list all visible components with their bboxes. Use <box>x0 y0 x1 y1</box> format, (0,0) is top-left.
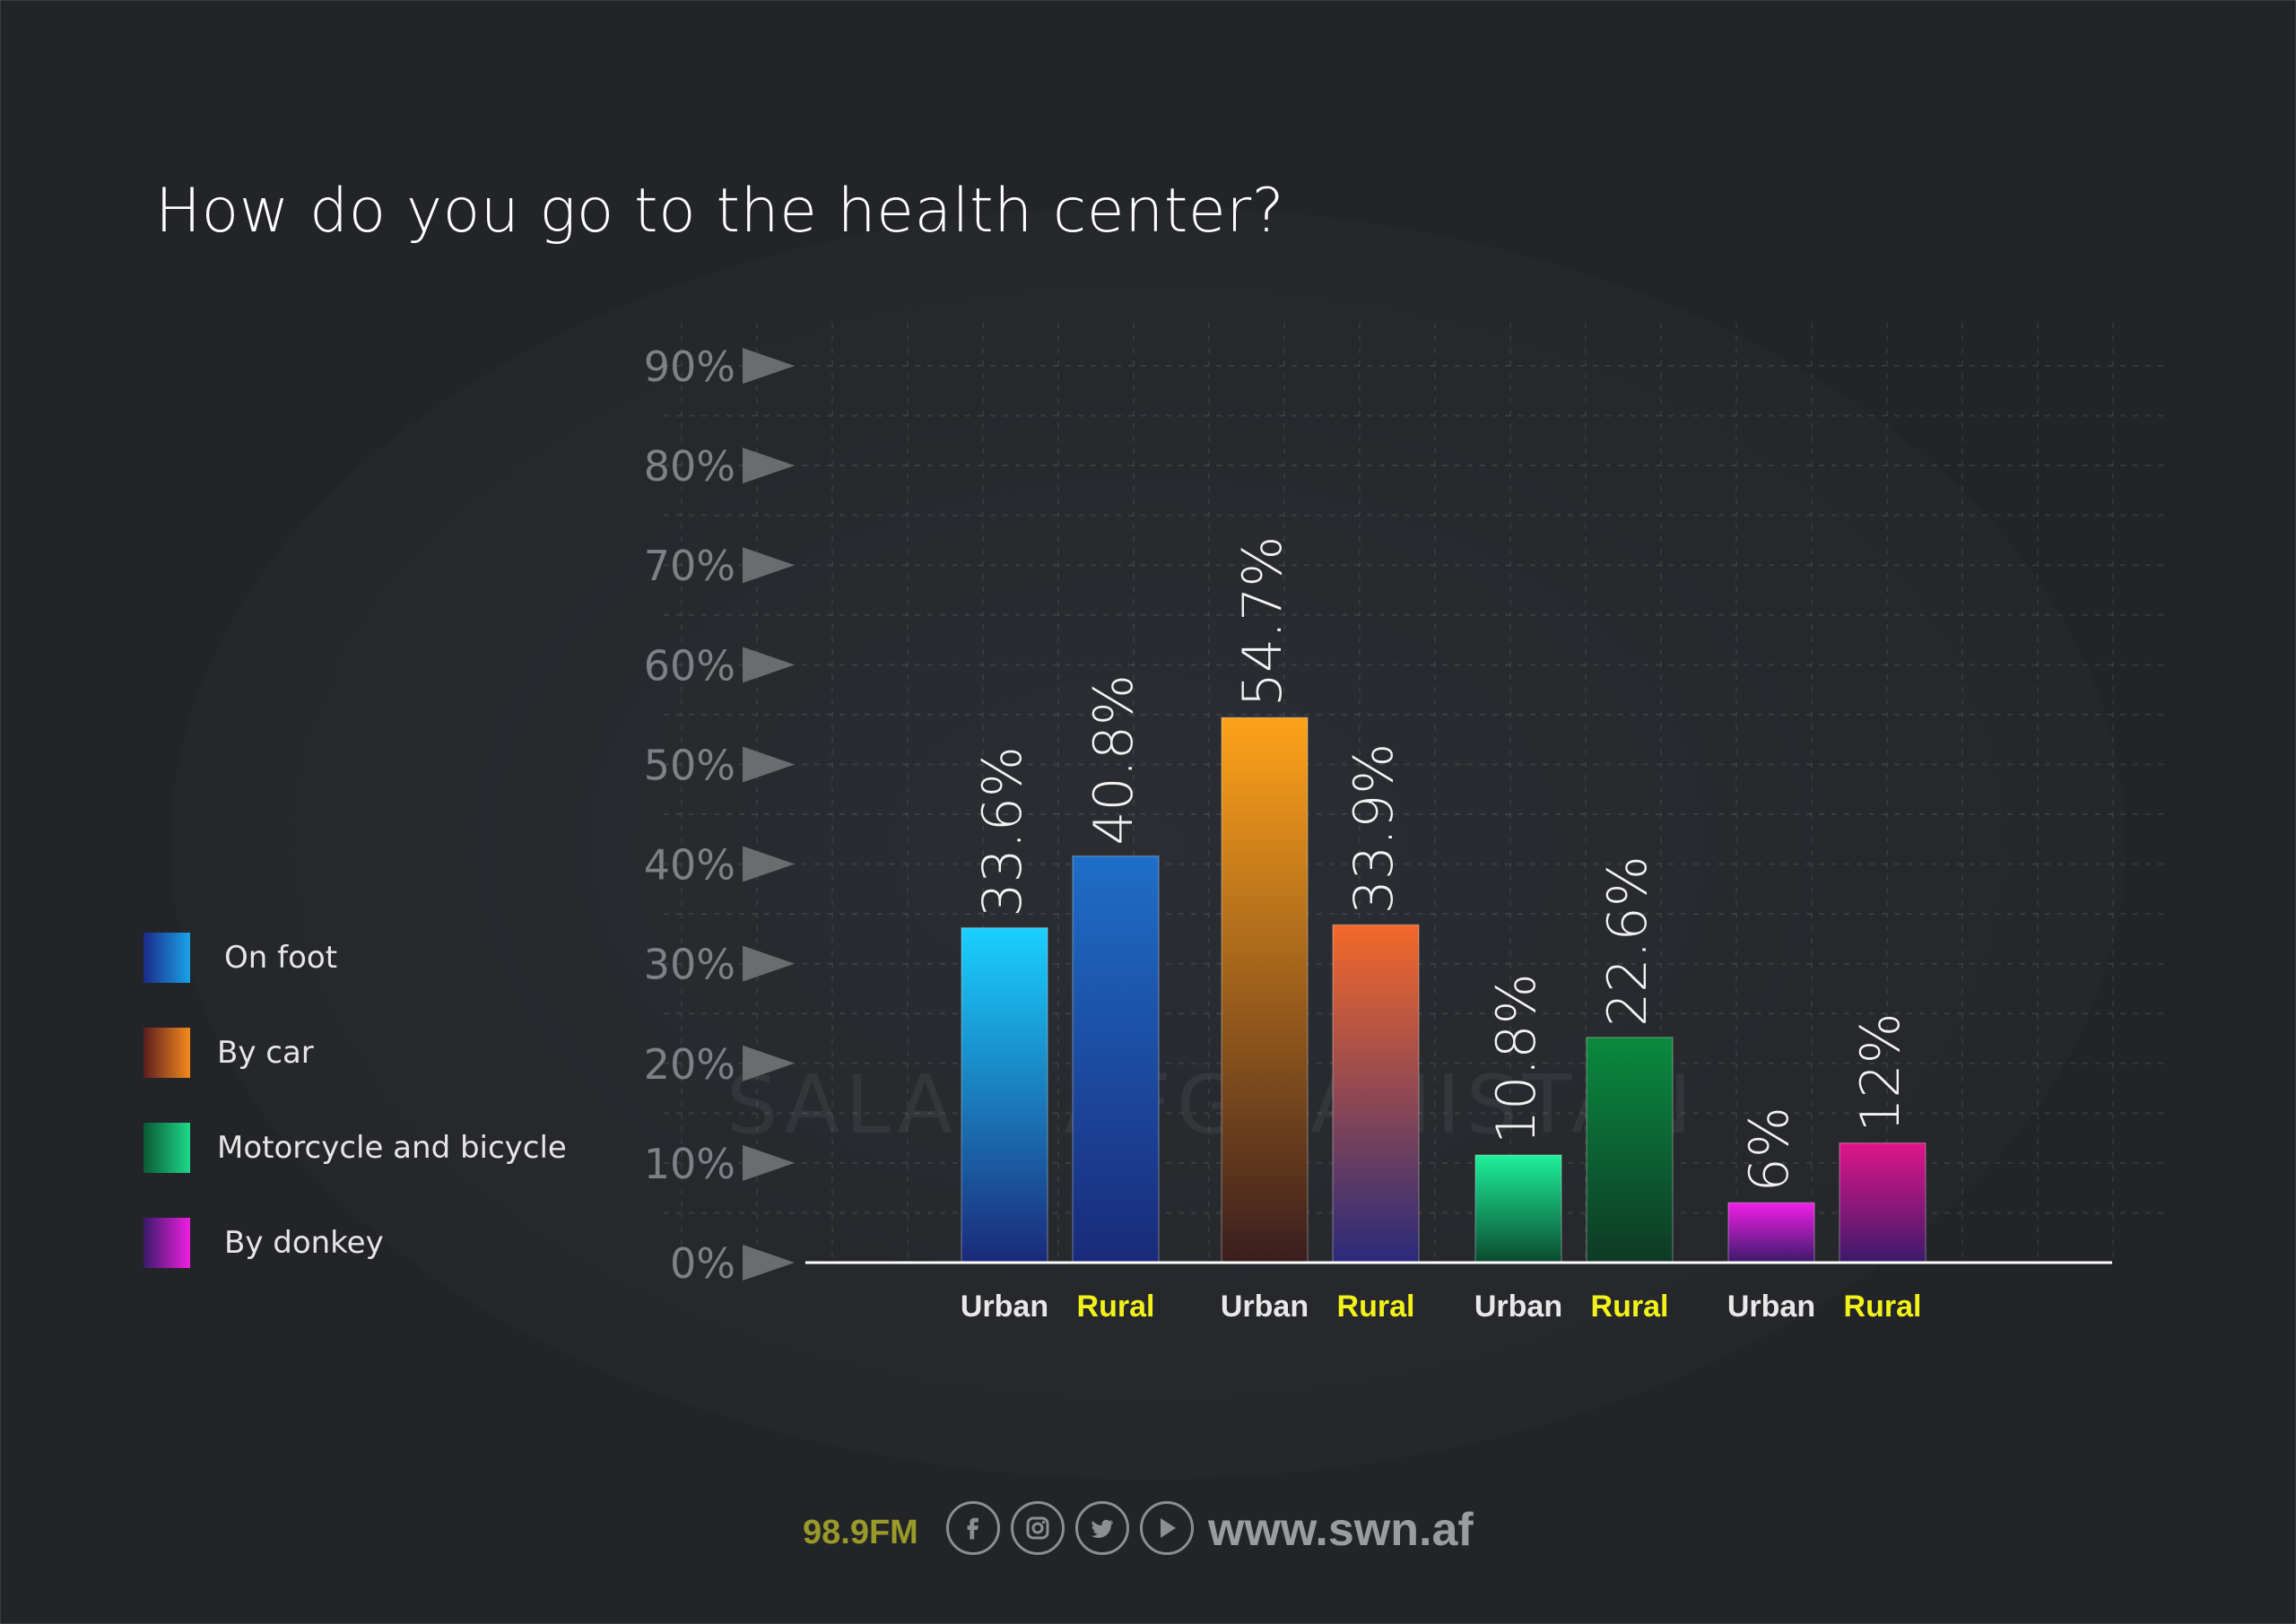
data-label: 6% <box>1738 1107 1801 1192</box>
data-label: 12% <box>1849 1012 1912 1132</box>
instagram-icon[interactable] <box>1011 1501 1065 1555</box>
y-tick-arrow <box>743 1144 795 1181</box>
legend-swatch <box>144 1028 190 1078</box>
x-category-label: Rural <box>1337 1290 1415 1324</box>
bar-motorcycle-and-bicycle-urban <box>1474 1154 1562 1264</box>
y-tick-label: 70% <box>644 542 735 590</box>
x-category-label: Rural <box>1077 1290 1155 1324</box>
y-tick-label: 10% <box>644 1140 735 1188</box>
x-category-label: Urban <box>1221 1290 1309 1324</box>
x-category-label: Rural <box>1844 1290 1922 1324</box>
y-tick-label: 30% <box>644 941 735 989</box>
y-tick-label: 40% <box>644 841 735 890</box>
x-category-label: Urban <box>1727 1290 1815 1324</box>
legend-swatch <box>144 1123 190 1173</box>
legend-label: By car <box>217 1035 314 1071</box>
world-map-background <box>170 206 2126 1480</box>
y-tick-arrow <box>743 945 795 982</box>
legend-swatch <box>144 933 190 983</box>
legend-swatch <box>144 1218 190 1268</box>
page-title: How do you go to the health center? <box>155 176 1285 247</box>
y-tick-arrow <box>743 1045 795 1081</box>
y-tick-label: 90% <box>644 343 735 391</box>
bar-on-foot-rural <box>1072 855 1160 1264</box>
data-label: 33.9% <box>1343 743 1405 915</box>
twitter-icon[interactable] <box>1075 1501 1129 1555</box>
play-icon[interactable] <box>1140 1501 1194 1555</box>
y-tick-label: 80% <box>644 442 735 491</box>
bar-by-donkey-rural <box>1839 1142 1926 1264</box>
footer: 98.9FM www.swn.af <box>803 1498 1700 1560</box>
bar-by-car-rural <box>1332 924 1420 1264</box>
data-label: 10.8% <box>1485 973 1548 1144</box>
website-url[interactable]: www.swn.af <box>1208 1504 1474 1556</box>
radio-frequency: 98.9FM <box>803 1514 918 1551</box>
y-tick-label: 60% <box>644 641 735 690</box>
x-category-label: Urban <box>1474 1290 1562 1324</box>
x-category-label: Rural <box>1591 1290 1669 1324</box>
y-tick-label: 50% <box>644 741 735 789</box>
x-category-label: Urban <box>961 1290 1048 1324</box>
data-label: 22.6% <box>1596 855 1659 1027</box>
data-label: 54.7% <box>1231 536 1294 708</box>
legend-label: On foot <box>224 940 338 976</box>
watermark-text: SALAM AFGHANISTAN <box>726 1058 1698 1152</box>
legend-label: By donkey <box>224 1225 384 1261</box>
y-tick-arrow <box>743 846 795 882</box>
data-label: 33.6% <box>971 746 1034 917</box>
data-label: 40.8% <box>1083 674 1145 846</box>
facebook-icon[interactable] <box>946 1501 1000 1555</box>
y-tick-arrow <box>743 447 795 484</box>
bar-by-car-urban <box>1221 716 1309 1264</box>
bar-motorcycle-and-bicycle-rural <box>1586 1037 1674 1264</box>
legend-label: Motorcycle and bicycle <box>217 1130 567 1166</box>
y-tick-arrow <box>743 348 795 384</box>
y-tick-label: 0% <box>670 1239 735 1288</box>
y-tick-arrow <box>743 647 795 683</box>
y-tick-arrow <box>743 746 795 783</box>
y-tick-arrow <box>743 547 795 584</box>
bar-on-foot-urban <box>961 926 1048 1264</box>
y-tick-arrow <box>743 1245 795 1281</box>
bar-by-donkey-urban <box>1727 1202 1815 1264</box>
y-tick-label: 20% <box>644 1040 735 1089</box>
